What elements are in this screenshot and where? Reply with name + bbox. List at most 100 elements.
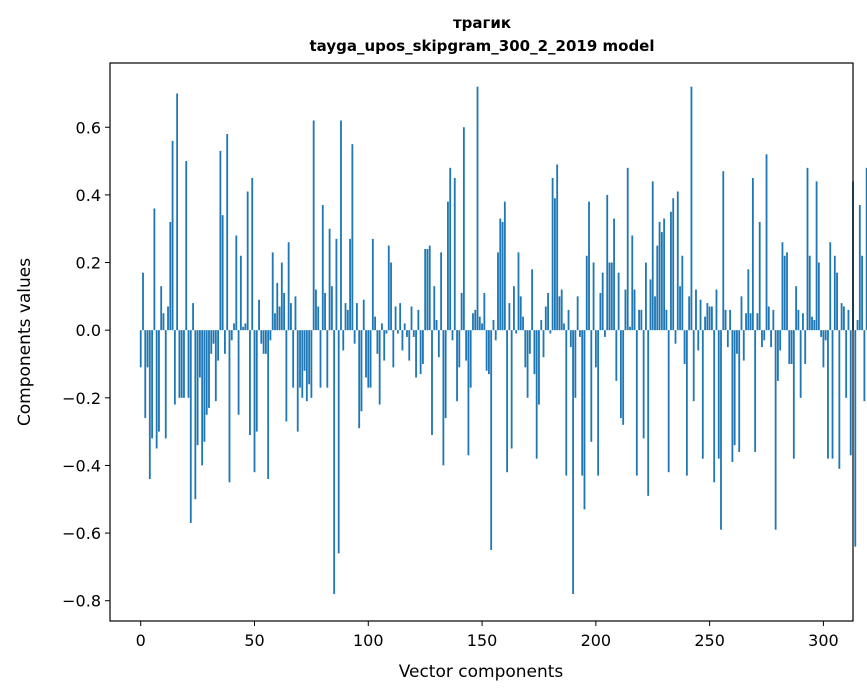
bar	[164, 330, 167, 439]
bar	[403, 323, 406, 331]
bar	[708, 306, 711, 331]
bar	[842, 306, 845, 331]
bar	[346, 309, 349, 331]
bar	[321, 205, 324, 331]
bar	[460, 292, 463, 331]
bar	[865, 167, 867, 331]
x-tick-label: 100	[353, 631, 384, 650]
bar	[330, 286, 333, 331]
bar	[663, 218, 666, 331]
x-axis-label: Vector components	[399, 662, 564, 682]
bar	[440, 252, 443, 331]
bar	[827, 330, 829, 459]
bar	[642, 330, 645, 439]
bar	[519, 296, 522, 331]
bar	[847, 309, 850, 331]
bar	[296, 330, 299, 432]
bar	[820, 330, 823, 337]
bar	[292, 330, 295, 388]
bar	[173, 330, 176, 405]
bar	[264, 330, 267, 354]
bar	[617, 272, 620, 331]
bar	[390, 262, 392, 331]
bar	[212, 330, 215, 344]
bar	[487, 330, 490, 375]
bar	[676, 191, 679, 331]
bar	[524, 330, 527, 368]
bar	[799, 330, 802, 398]
bar	[483, 292, 486, 331]
bar	[645, 262, 647, 331]
bar	[679, 286, 681, 331]
bar	[815, 181, 818, 331]
bar	[344, 303, 347, 331]
bar	[301, 330, 304, 398]
bar	[269, 330, 272, 341]
bar	[758, 221, 761, 331]
bar	[328, 228, 331, 331]
bar	[606, 194, 609, 331]
bar	[651, 181, 654, 331]
bar	[697, 330, 700, 351]
bar	[290, 303, 292, 331]
bar	[610, 262, 613, 331]
bar	[362, 299, 365, 331]
bar	[180, 330, 183, 398]
bar	[499, 218, 502, 331]
bar	[626, 167, 629, 331]
bar	[838, 330, 841, 469]
bar	[797, 309, 800, 331]
bar	[833, 255, 836, 331]
bar	[419, 330, 422, 375]
bar	[733, 330, 736, 446]
bar	[681, 255, 684, 331]
bar	[451, 330, 454, 341]
bar	[747, 269, 750, 331]
bar	[148, 330, 151, 479]
bar	[178, 330, 181, 398]
bar	[399, 303, 402, 331]
bar	[167, 306, 169, 331]
bar	[151, 330, 154, 439]
bar	[474, 309, 477, 331]
bar	[335, 238, 338, 331]
bar	[267, 330, 270, 479]
bar	[244, 323, 247, 331]
bar	[467, 330, 470, 456]
bar	[601, 272, 604, 331]
bar	[856, 320, 859, 331]
bar	[378, 330, 381, 405]
bar	[649, 279, 652, 331]
y-tick-label: −0.8	[62, 592, 101, 611]
bar	[494, 330, 497, 341]
bar	[221, 215, 224, 331]
bar	[315, 289, 317, 331]
bar	[804, 330, 807, 364]
bar	[576, 296, 579, 331]
bar	[858, 205, 861, 331]
bar	[528, 330, 531, 354]
bar	[560, 289, 563, 331]
bar	[194, 330, 197, 500]
bar	[142, 272, 144, 331]
bar	[417, 309, 420, 331]
bar	[704, 316, 706, 331]
y-tick-label: 0.2	[76, 254, 101, 273]
bar	[738, 330, 741, 452]
bar	[421, 330, 424, 364]
bar	[629, 326, 631, 331]
bar	[685, 330, 688, 476]
bar	[183, 330, 185, 398]
bar	[724, 309, 727, 331]
bar	[394, 306, 397, 331]
bar	[849, 330, 852, 456]
bar	[260, 330, 263, 344]
bar	[324, 292, 326, 331]
bar	[237, 330, 240, 415]
bar	[360, 330, 363, 412]
bar	[485, 330, 488, 371]
bar	[233, 323, 235, 331]
bar	[742, 330, 745, 361]
bar	[169, 221, 172, 331]
bar	[392, 330, 395, 368]
